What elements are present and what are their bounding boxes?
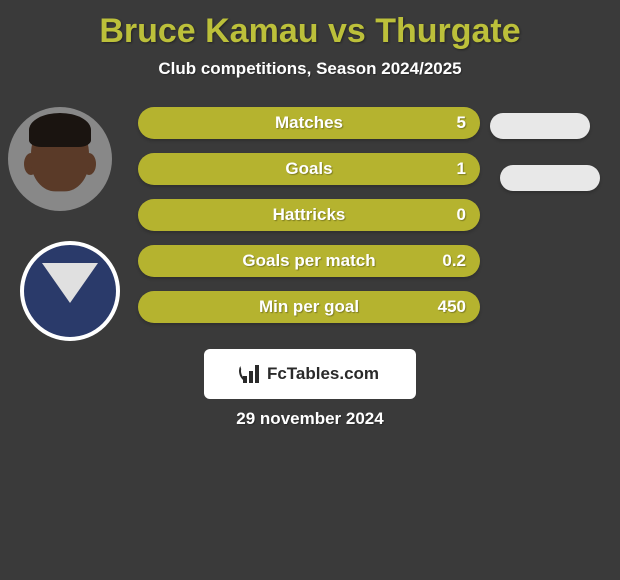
stats-bars: Matches 5 Goals 1 Hattricks 0 Goals per … [138, 107, 480, 337]
stat-label: Matches [275, 113, 343, 133]
fctables-logo-icon [241, 365, 263, 383]
stat-bar-goals-per-match: Goals per match 0.2 [138, 245, 480, 277]
page-subtitle: Club competitions, Season 2024/2025 [0, 59, 620, 79]
brand-box: FcTables.com [204, 349, 416, 399]
stat-label: Min per goal [259, 297, 359, 317]
infographic-container: Bruce Kamau vs Thurgate Club competition… [0, 0, 620, 580]
stat-label: Hattricks [273, 205, 346, 225]
comparison-pill [500, 165, 600, 191]
avatar-hair [29, 113, 91, 147]
stat-bar-hattricks: Hattricks 0 [138, 199, 480, 231]
comparison-pill [490, 113, 590, 139]
player-avatar [8, 107, 112, 211]
stat-value: 450 [438, 297, 466, 317]
stat-bar-matches: Matches 5 [138, 107, 480, 139]
brand-text: FcTables.com [267, 364, 379, 384]
stat-value: 0 [457, 205, 466, 225]
stat-bar-min-per-goal: Min per goal 450 [138, 291, 480, 323]
stat-value: 0.2 [442, 251, 466, 271]
stat-value: 1 [457, 159, 466, 179]
stat-label: Goals per match [242, 251, 375, 271]
stat-value: 5 [457, 113, 466, 133]
stat-label: Goals [285, 159, 332, 179]
page-title: Bruce Kamau vs Thurgate [0, 0, 620, 51]
footer-date: 29 november 2024 [236, 409, 383, 429]
club-badge [20, 241, 120, 341]
club-badge-chevron [42, 263, 98, 319]
stat-bar-goals: Goals 1 [138, 153, 480, 185]
